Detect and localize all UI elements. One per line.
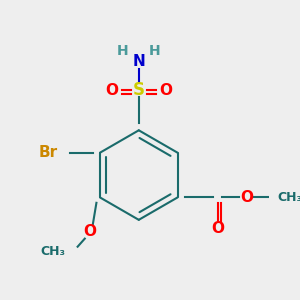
Text: O: O <box>211 221 224 236</box>
Text: H: H <box>117 44 128 58</box>
Text: O: O <box>240 190 253 205</box>
Text: O: O <box>159 82 172 98</box>
Text: CH₃: CH₃ <box>277 191 300 204</box>
Text: N: N <box>132 54 145 69</box>
Text: Br: Br <box>39 145 58 160</box>
Text: H: H <box>149 44 161 58</box>
Text: O: O <box>83 224 96 239</box>
Text: S: S <box>133 81 145 99</box>
Text: O: O <box>105 82 119 98</box>
Text: CH₃: CH₃ <box>40 245 65 258</box>
